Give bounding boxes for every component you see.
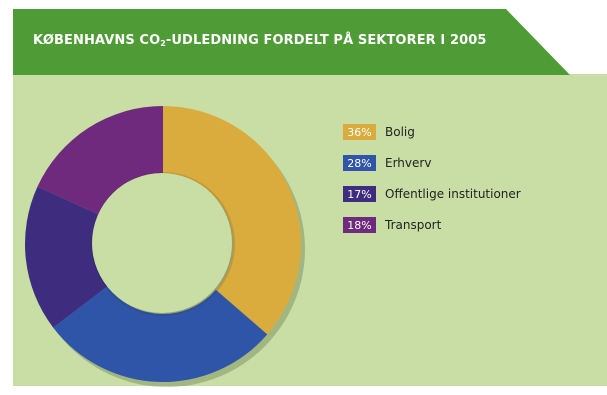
legend-item-transport: 18% Transport	[343, 217, 521, 233]
donut-slice-transport	[37, 106, 164, 215]
legend-label-erhverv: Erhverv	[385, 156, 432, 170]
chart-title: KØBENHAVNS CO2-UDLEDNING FORDELT PÅ SEKT…	[33, 33, 487, 48]
legend-label-bolig: Bolig	[385, 125, 415, 139]
donut-hole	[92, 173, 232, 313]
donut-slice-erhverv	[53, 286, 268, 382]
legend: 36% Bolig 28% Erhverv 17% Offentlige ins…	[343, 124, 521, 248]
legend-swatch-transport: 18%	[343, 217, 376, 233]
donut-slice-bolig	[163, 106, 301, 335]
banner-shape	[13, 9, 570, 75]
legend-label-offentlige: Offentlige institutioner	[385, 187, 521, 201]
donut-slice-offentlige	[24, 186, 108, 328]
title-prefix: KØBENHAVNS CO	[33, 33, 161, 48]
legend-swatch-erhverv: 28%	[343, 155, 376, 171]
legend-item-offentlige: 17% Offentlige institutioner	[343, 186, 521, 202]
legend-item-bolig: 36% Bolig	[343, 124, 521, 140]
legend-swatch-bolig: 36%	[343, 124, 376, 140]
title-suffix: -UDLEDNING FORDELT PÅ SEKTORER I 2005	[165, 33, 487, 48]
legend-item-erhverv: 28% Erhverv	[343, 155, 521, 171]
legend-swatch-offentlige: 17%	[343, 186, 376, 202]
legend-label-transport: Transport	[385, 218, 442, 232]
title-banner: KØBENHAVNS CO2-UDLEDNING FORDELT PÅ SEKT…	[13, 9, 607, 75]
title-subscript: 2	[160, 39, 166, 48]
